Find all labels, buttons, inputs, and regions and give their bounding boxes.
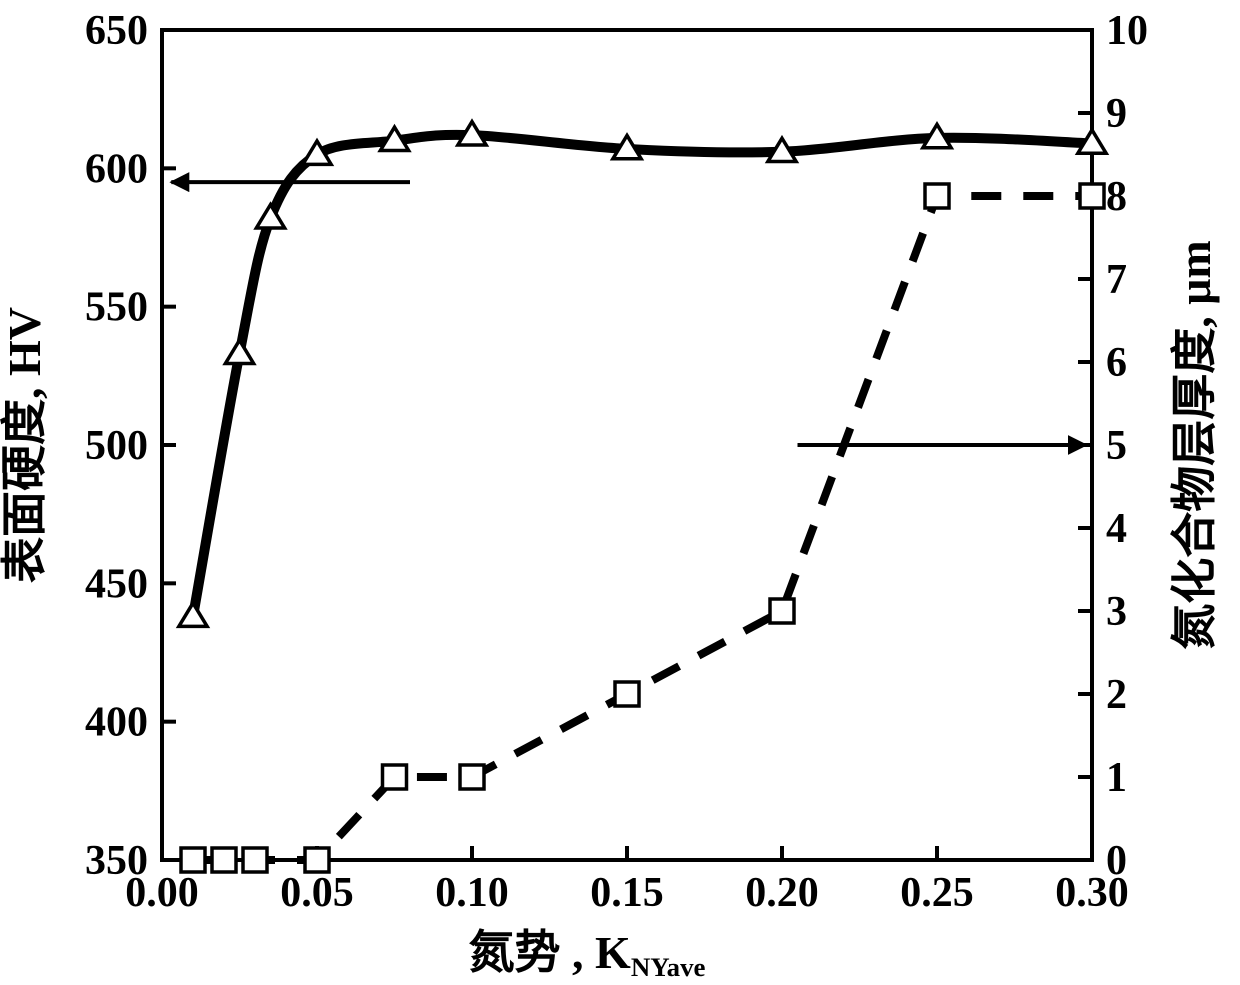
x-tick-label: 0.25 [900, 870, 974, 916]
marker-square [243, 848, 267, 872]
marker-square [615, 682, 639, 706]
y-right-axis-label: 氮化合物层厚度, μm [1169, 240, 1220, 649]
marker-square [383, 765, 407, 789]
y-right-tick-label: 3 [1106, 589, 1127, 635]
marker-square [305, 848, 329, 872]
y-left-tick-label: 550 [85, 285, 148, 331]
series-hardness-line [193, 135, 1092, 617]
dual-axis-chart: 0.000.050.100.150.200.250.30氮势 , KNYave3… [0, 0, 1240, 985]
x-tick-label: 0.20 [745, 870, 819, 916]
y-left-axis-label: 表面硬度, HV [0, 307, 50, 583]
y-right-tick-label: 10 [1106, 8, 1148, 54]
x-tick-label: 0.15 [590, 870, 664, 916]
y-right-tick-label: 1 [1106, 755, 1127, 801]
marker-square [925, 184, 949, 208]
marker-square [770, 599, 794, 623]
y-left-tick-label: 650 [85, 8, 148, 54]
y-left-tick-label: 450 [85, 561, 148, 607]
marker-triangle [256, 205, 284, 228]
y-left-tick-label: 350 [85, 838, 148, 884]
y-right-tick-label: 9 [1106, 91, 1127, 137]
y-right-tick-label: 6 [1106, 340, 1127, 386]
y-left-tick-label: 500 [85, 423, 148, 469]
marker-square [181, 848, 205, 872]
y-right-tick-label: 8 [1106, 174, 1127, 220]
y-right-tick-label: 4 [1106, 506, 1127, 552]
marker-square [460, 765, 484, 789]
marker-triangle [179, 603, 207, 626]
x-tick-label: 0.10 [435, 870, 509, 916]
marker-triangle [225, 340, 253, 363]
x-tick-label: 0.05 [280, 870, 354, 916]
chart-svg: 0.000.050.100.150.200.250.30氮势 , KNYave3… [0, 0, 1240, 985]
y-left-tick-label: 600 [85, 146, 148, 192]
marker-square [212, 848, 236, 872]
y-right-tick-label: 7 [1106, 257, 1127, 303]
series-thickness-line [193, 196, 1092, 860]
x-axis-label: 氮势 , KNYave [469, 927, 706, 982]
y-right-tick-label: 5 [1106, 423, 1127, 469]
y-right-tick-label: 2 [1106, 672, 1127, 718]
marker-square [1080, 184, 1104, 208]
y-left-tick-label: 400 [85, 700, 148, 746]
y-right-tick-label: 0 [1106, 838, 1127, 884]
